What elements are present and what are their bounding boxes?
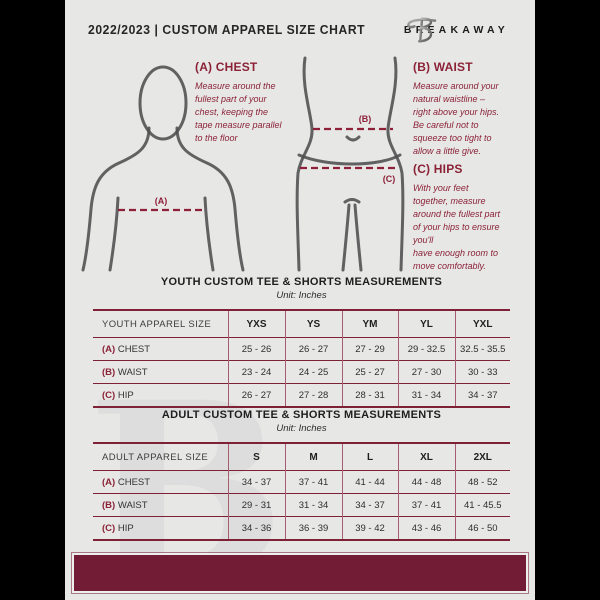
hips-section-text: With your feet together, measure around … <box>413 183 501 272</box>
cell: 37 - 41 <box>397 493 455 517</box>
row-prefix: (C) <box>102 389 116 401</box>
adult-size-table: ADULT APPAREL SIZE S M L XL 2XL (A) CHES… <box>93 442 510 541</box>
cell: 27 - 28 <box>284 383 342 407</box>
page-title: 2022/2023 | CUSTOM APPAREL SIZE CHART <box>88 23 366 37</box>
cell: 31 - 34 <box>284 493 342 517</box>
youth-table-title: YOUTH CUSTOM TEE & SHORTS MEASUREMENTS <box>160 276 443 288</box>
footer-accent-bar <box>72 553 528 593</box>
size-header: M <box>284 443 342 471</box>
cell: 34 - 37 <box>227 470 285 494</box>
cell: 29 - 32.5 <box>397 337 455 361</box>
cell: 27 - 29 <box>341 337 398 361</box>
cell: 34 - 37 <box>454 383 510 407</box>
row-label: CHEST <box>115 476 151 488</box>
size-header: YS <box>284 310 342 338</box>
waist-section-text: Measure around your natural waistline – … <box>413 81 500 157</box>
header: 2022/2023 | CUSTOM APPAREL SIZE CHART <box>65 12 535 48</box>
cell: 32.5 - 35.5 <box>454 337 510 361</box>
chest-diagram-figure: (A) <box>81 65 245 272</box>
size-header: YXS <box>227 310 285 338</box>
cell: 27 - 30 <box>397 360 455 384</box>
row-label: WAIST <box>115 366 148 378</box>
youth-table-block: YOUTH CUSTOM TEE & SHORTS MEASUREMENTS U… <box>93 276 510 408</box>
row-label: WAIST <box>115 499 148 511</box>
row-prefix: (B) <box>102 499 116 511</box>
table-row: (C) HIP 26 - 27 27 - 28 28 - 31 31 - 34 … <box>93 383 510 407</box>
row-prefix: (B) <box>102 366 116 378</box>
cell: 37 - 41 <box>284 470 342 494</box>
cell: 36 - 39 <box>284 516 342 540</box>
chest-section: (A) CHEST Measure around the fullest par… <box>195 60 315 145</box>
chest-section-title: (A) CHEST <box>195 60 258 74</box>
cell: 30 - 33 <box>454 360 510 384</box>
cell: 41 - 44 <box>341 470 398 494</box>
cell: 25 - 27 <box>341 360 398 384</box>
size-header: 2XL <box>454 443 510 471</box>
hips-section: (C) HIPS With your feet together, measur… <box>413 162 525 273</box>
hips-line-label: (C) <box>383 174 396 184</box>
table-row: (A) CHEST 25 - 26 26 - 27 27 - 29 29 - 3… <box>93 337 510 361</box>
hips-section-title: (C) HIPS <box>413 162 463 176</box>
waist-section-title: (B) WAIST <box>413 60 473 74</box>
cell: 34 - 36 <box>227 516 285 540</box>
chest-section-text: Measure around the fullest part of your … <box>195 81 282 144</box>
size-header: XL <box>397 443 455 471</box>
row-prefix: (A) <box>102 343 116 355</box>
cell: 46 - 50 <box>454 516 510 540</box>
cell: 43 - 46 <box>397 516 455 540</box>
cell: 44 - 48 <box>397 470 455 494</box>
table-row: (A) CHEST 34 - 37 37 - 41 41 - 44 44 - 4… <box>93 470 510 494</box>
cell: 39 - 42 <box>341 516 398 540</box>
youth-size-table: YOUTH APPAREL SIZE YXS YS YM YL YXL (A) … <box>93 309 510 408</box>
breakaway-logo-icon <box>407 17 437 43</box>
adult-table-block: ADULT CUSTOM TEE & SHORTS MEASUREMENTS U… <box>93 409 510 541</box>
cell: 24 - 25 <box>284 360 342 384</box>
waist-hips-diagram-figure: (B) (C) <box>295 56 405 272</box>
cell: 23 - 24 <box>227 360 285 384</box>
waist-section: (B) WAIST Measure around your natural wa… <box>413 60 523 158</box>
row-label: HIP <box>115 522 134 534</box>
youth-header-row: YOUTH APPAREL SIZE YXS YS YM YL YXL <box>93 310 510 338</box>
adult-header-row: ADULT APPAREL SIZE S M L XL 2XL <box>93 443 510 471</box>
row-prefix: (C) <box>102 522 116 534</box>
brand-name: BREAKAWAY <box>403 24 509 36</box>
size-header: YL <box>397 310 455 338</box>
cell: 48 - 52 <box>454 470 510 494</box>
adult-size-col-header: ADULT APPAREL SIZE <box>102 451 209 463</box>
cell: 41 - 45.5 <box>454 493 510 517</box>
size-header: YM <box>341 310 398 338</box>
table-row: (C) HIP 34 - 36 36 - 39 39 - 42 43 - 46 … <box>93 516 510 540</box>
youth-size-col-header: YOUTH APPAREL SIZE <box>102 318 212 330</box>
navel-mark <box>345 135 361 142</box>
table-row: (B) WAIST 29 - 31 31 - 34 34 - 37 37 - 4… <box>93 493 510 517</box>
row-label: CHEST <box>115 343 151 355</box>
brand-block: BREAKAWAY <box>403 17 509 43</box>
cell: 34 - 37 <box>341 493 398 517</box>
table-row: (B) WAIST 23 - 24 24 - 25 25 - 27 27 - 3… <box>93 360 510 384</box>
row-label: HIP <box>115 389 134 401</box>
cell: 29 - 31 <box>227 493 285 517</box>
size-header: L <box>341 443 398 471</box>
size-header: S <box>227 443 285 471</box>
cell: 31 - 34 <box>397 383 455 407</box>
cell: 26 - 27 <box>227 383 285 407</box>
chest-line-label: (A) <box>155 196 168 206</box>
youth-table-unit: Unit: Inches <box>276 290 327 301</box>
cell: 25 - 26 <box>227 337 285 361</box>
cell: 28 - 31 <box>341 383 398 407</box>
adult-table-unit: Unit: Inches <box>276 423 327 434</box>
adult-table-title: ADULT CUSTOM TEE & SHORTS MEASUREMENTS <box>161 409 442 421</box>
size-chart-poster: 2022/2023 | CUSTOM APPAREL SIZE CHART <box>65 0 535 600</box>
row-prefix: (A) <box>102 476 116 488</box>
cell: 26 - 27 <box>284 337 342 361</box>
waist-line-label: (B) <box>359 114 372 124</box>
size-header: YXL <box>454 310 510 338</box>
